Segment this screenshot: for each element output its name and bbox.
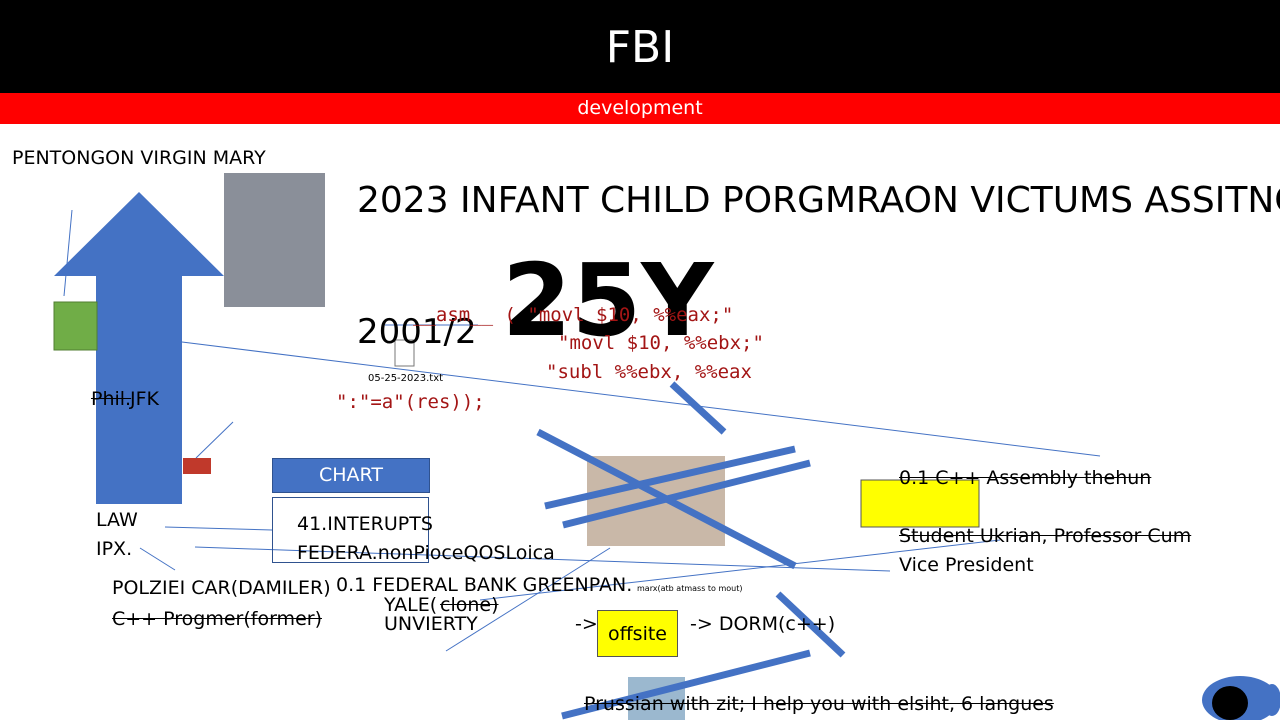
subtitle: development: [577, 97, 703, 119]
code-line: "subl %%ebx, %%eax: [546, 361, 752, 383]
label: Prussian with zit; I help you with elsih…: [584, 693, 1054, 715]
label: FEDERA.nonPioceQOSLoica: [297, 542, 555, 564]
label: C++ Progmer(former): [112, 608, 322, 630]
label: YALE(: [384, 594, 438, 616]
arrow-line: [669, 381, 727, 435]
title: FBI: [605, 22, 675, 73]
x-line: [562, 459, 811, 529]
big-text: 25Y: [502, 242, 714, 359]
label: Student Ukrian, Professor Cum: [899, 525, 1192, 547]
x-line: [561, 649, 811, 720]
black-circle: [1212, 686, 1248, 720]
connector: [139, 547, 176, 571]
header-bar: [0, 0, 1280, 93]
file-icon: [394, 339, 415, 367]
code-line: __asm__ ( "movl $10, %%eax;": [413, 304, 734, 326]
connector: [479, 539, 1001, 601]
connector: [194, 546, 891, 572]
label: JFK: [130, 388, 159, 410]
headline: 2023 INFANT CHILD PORGMRAON VICTUMS ASSI…: [357, 180, 1280, 221]
label: 41.INTERUPTS: [297, 513, 433, 535]
text-box: [272, 497, 429, 563]
label: PENTONGON VIRGIN MARY: [12, 147, 266, 169]
code-line: ":"=a"(res));: [336, 391, 485, 413]
label: POLZIEI CAR(DAMILER): [112, 577, 331, 599]
label: LAW: [96, 509, 138, 531]
connector: [445, 547, 611, 652]
label: UNVIERTY: [384, 613, 478, 635]
connector: [63, 209, 73, 297]
x-line: [544, 445, 796, 510]
x-line: [775, 591, 846, 658]
label: Phil.: [91, 388, 132, 410]
connector: [164, 526, 273, 531]
label: IPX.: [96, 538, 133, 560]
sub-bar: [0, 93, 1280, 124]
file-name: 05-25-2023.txt: [368, 373, 444, 384]
up-arrow: [54, 192, 224, 504]
year: 2001/2: [357, 312, 477, 352]
chart-button[interactable]: CHART: [272, 458, 430, 493]
offsite-box: offsite: [597, 610, 678, 657]
small-image: [183, 458, 211, 474]
photo-placeholder: [224, 173, 325, 307]
label: clone): [440, 594, 499, 616]
yellow-box: [860, 479, 980, 528]
label: 0.1 FEDERAL BANK GREENPAN.: [336, 574, 633, 596]
label: -> DORM(c++): [690, 613, 836, 635]
connector: [195, 421, 234, 459]
label: ->: [575, 613, 598, 635]
blue-circle: [1263, 684, 1280, 716]
connector: [181, 341, 1101, 457]
green-square: [53, 301, 98, 351]
label: 0.1 C++ Assembly thehun: [899, 467, 1152, 489]
small-label: marx(atb atmass to mout): [637, 584, 743, 593]
label: Vice President: [899, 554, 1034, 576]
code-line: "movl $10, %%ebx;": [558, 332, 764, 354]
